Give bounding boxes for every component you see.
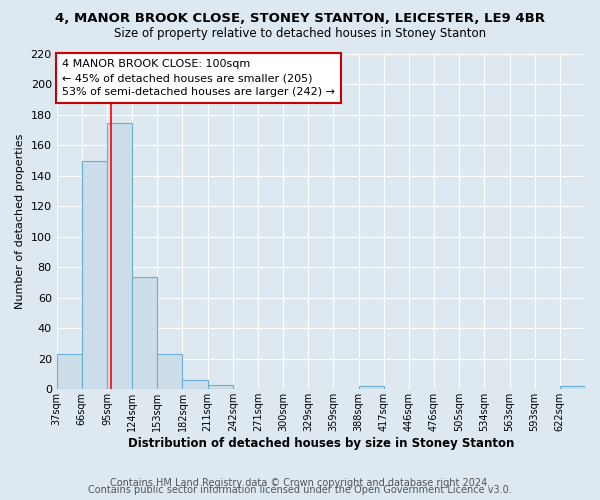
Text: Contains public sector information licensed under the Open Government Licence v3: Contains public sector information licen… (88, 485, 512, 495)
Bar (560, 386, 585, 390)
Bar (182, 380, 208, 390)
Bar (157, 354, 182, 390)
Text: Contains HM Land Registry data © Crown copyright and database right 2024.: Contains HM Land Registry data © Crown c… (110, 478, 490, 488)
Y-axis label: Number of detached properties: Number of detached properties (15, 134, 25, 310)
Bar (56, 354, 82, 390)
Bar (82, 160, 107, 390)
X-axis label: Distribution of detached houses by size in Stoney Stanton: Distribution of detached houses by size … (128, 437, 514, 450)
Text: 4, MANOR BROOK CLOSE, STONEY STANTON, LEICESTER, LE9 4BR: 4, MANOR BROOK CLOSE, STONEY STANTON, LE… (55, 12, 545, 26)
Bar (208, 384, 233, 390)
Text: Size of property relative to detached houses in Stoney Stanton: Size of property relative to detached ho… (114, 28, 486, 40)
Bar (359, 386, 384, 390)
Bar (132, 276, 157, 390)
Bar (107, 122, 132, 390)
Text: 4 MANOR BROOK CLOSE: 100sqm
← 45% of detached houses are smaller (205)
53% of se: 4 MANOR BROOK CLOSE: 100sqm ← 45% of det… (62, 59, 335, 97)
